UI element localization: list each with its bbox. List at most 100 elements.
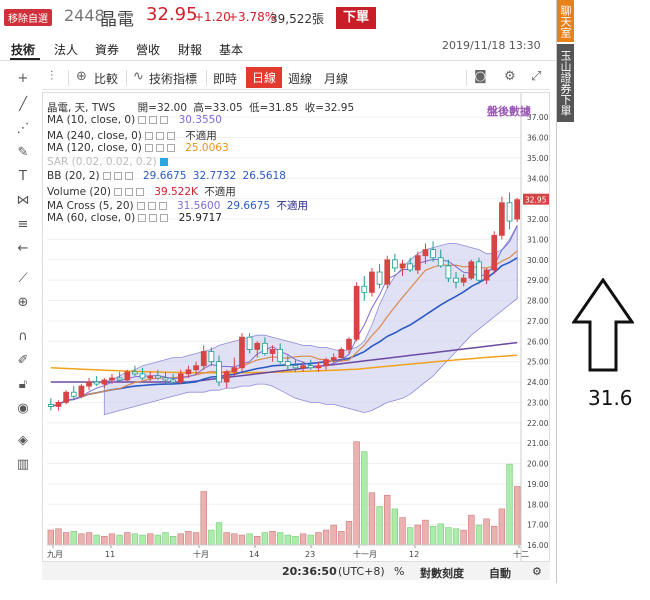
gear-icon[interactable] (124, 188, 133, 196)
ma240-value: 不適用 (185, 130, 217, 142)
y-tick-label: 31.00 (527, 235, 549, 244)
close-icon[interactable] (135, 188, 144, 196)
candle-body (376, 271, 383, 285)
close-icon[interactable] (166, 144, 175, 152)
legend-volume[interactable]: Volume (20) 39.522K 不適用 (47, 184, 239, 199)
eye-icon[interactable] (159, 158, 168, 166)
gear-icon[interactable] (113, 172, 122, 180)
back-arrow-icon[interactable]: ← (17, 241, 29, 256)
zoom-in-icon[interactable]: ⊕ (17, 295, 29, 310)
tab-technical[interactable]: 技術 (11, 43, 36, 57)
tab-margin[interactable]: 資券 (95, 43, 120, 57)
text-icon[interactable]: T (19, 169, 27, 184)
close-icon[interactable] (124, 172, 133, 180)
pattern-icon[interactable]: ⋈ (16, 193, 30, 208)
legend-macross[interactable]: MA Cross (5, 20) 31.5600 29.6675 不適用 (47, 198, 311, 213)
eye-icon[interactable] (136, 202, 145, 210)
macross-label: MA Cross (5, 20) (47, 200, 134, 212)
percent-scale-toggle[interactable]: % (394, 565, 405, 578)
interval-realtime[interactable]: 即時 (213, 72, 238, 86)
gear-icon[interactable] (155, 132, 164, 140)
pitchfork-icon[interactable]: ⋰ (16, 121, 30, 136)
settings-icon[interactable]: ⚙ (532, 565, 542, 578)
close-icon[interactable] (166, 132, 175, 140)
candle-body (109, 377, 115, 381)
fullscreen-icon[interactable]: ⤢ (531, 69, 542, 84)
volume-bar (185, 531, 192, 546)
trash-icon[interactable]: ▥ (16, 457, 30, 472)
legend-bb[interactable]: BB (20, 2) 29.6675 32.7732 26.5618 (47, 170, 289, 182)
close-icon[interactable] (158, 202, 167, 210)
volume-bar (70, 531, 77, 546)
layers-icon[interactable]: ◈ (18, 433, 28, 448)
remove-watchlist-button[interactable]: 移除自選 (4, 9, 52, 26)
interval-monthly[interactable]: 月線 (324, 72, 349, 86)
interval-weekly[interactable]: 週線 (288, 72, 313, 86)
volume-bar (399, 517, 406, 546)
timezone[interactable]: (UTC+8) (338, 565, 385, 578)
price-chart[interactable]: 37.0036.0035.0034.0033.0032.0031.0030.00… (42, 92, 550, 580)
ruler-icon[interactable]: ⟋ (18, 271, 28, 286)
auto-scale-toggle[interactable]: 自動 (489, 567, 511, 580)
candle-body (162, 377, 169, 381)
compare-button[interactable]: 比較 (94, 72, 119, 86)
log-scale-toggle[interactable]: 對數刻度 (420, 567, 464, 580)
volume-bar (483, 518, 490, 546)
chat-room-tab[interactable]: 聊天室 (557, 0, 574, 42)
legend-ma240[interactable]: MA (240, close, 0) 不適用 (47, 128, 220, 143)
chart-status-bar: 20:36:50 (UTC+8) % 對數刻度 自動 ⚙ (42, 561, 550, 580)
volume-bar (200, 491, 207, 546)
interval-daily[interactable]: 日線 (246, 67, 283, 88)
eye-icon[interactable] (138, 214, 147, 222)
eye-icon[interactable]: ◉ (17, 401, 29, 416)
gear-icon[interactable] (149, 214, 158, 222)
volume-bar (47, 529, 54, 546)
broker-order-tab[interactable]: 玉山證券下單 (557, 44, 574, 122)
candle-type-icon[interactable]: ⫶ (50, 69, 54, 84)
candle-body (208, 351, 215, 363)
ma60-label: MA (60, close, 0) (47, 212, 136, 224)
y-tick-label: 32.00 (527, 215, 549, 224)
trendline-icon[interactable]: ╱ (19, 97, 27, 112)
y-tick-label: 29.00 (527, 276, 549, 285)
close-icon[interactable] (160, 116, 169, 124)
eye-icon[interactable] (144, 132, 153, 140)
gear-icon[interactable] (149, 116, 158, 124)
chart-canvas[interactable]: 37.0036.0035.0034.0033.0032.0031.0030.00… (43, 93, 551, 563)
eye-icon[interactable] (113, 188, 122, 196)
magnet-icon[interactable]: ∩ (18, 329, 28, 344)
eye-icon[interactable] (138, 116, 147, 124)
lock-icon[interactable]: 🔓︎ (18, 377, 28, 392)
legend-ma120[interactable]: MA (120, close, 0) 25.0063 (47, 142, 232, 154)
crosshair-icon[interactable]: + (17, 71, 29, 86)
pencil-lock-icon[interactable]: ✐ (17, 353, 29, 368)
volume-bar (384, 494, 391, 546)
indicators-button[interactable]: 技術指標 (149, 72, 198, 86)
tab-financials[interactable]: 財報 (178, 43, 203, 57)
gear-icon[interactable]: ⚙ (504, 69, 516, 84)
eye-icon[interactable] (144, 144, 153, 152)
candle-body (116, 377, 123, 381)
tab-institutional[interactable]: 法人 (54, 43, 79, 57)
indicator-icon[interactable]: ∿ (133, 69, 144, 84)
compare-icon[interactable]: ⊕ (76, 69, 87, 84)
legend-ma60[interactable]: MA (60, close, 0) 25.9717 (47, 212, 225, 224)
fib-icon[interactable]: ≡ (17, 217, 29, 232)
gear-icon[interactable] (147, 202, 156, 210)
gear-icon[interactable] (155, 144, 164, 152)
camera-icon[interactable]: ◙ (474, 69, 487, 84)
info-tabs: 技術 法人 資券 營收 財報 基本 2019/11/18 13:30 (0, 37, 556, 61)
legend-sar[interactable]: SAR (0.02, 0.02, 0.2) (47, 156, 171, 168)
eye-icon[interactable] (102, 172, 111, 180)
tab-basic[interactable]: 基本 (219, 43, 244, 57)
legend-ma10[interactable]: MA (10, close, 0) 30.3550 (47, 114, 225, 126)
order-button[interactable]: 下單 (336, 7, 376, 29)
candle-body (499, 202, 505, 236)
close-icon[interactable] (160, 214, 169, 222)
ma10-value: 30.3550 (178, 114, 222, 126)
y-tick-label: 19.00 (527, 480, 549, 489)
brush-icon[interactable]: ✎ (17, 145, 29, 160)
tab-revenue[interactable]: 營收 (136, 43, 161, 57)
ma240-label: MA (240, close, 0) (47, 130, 142, 142)
candle-body (284, 361, 291, 367)
